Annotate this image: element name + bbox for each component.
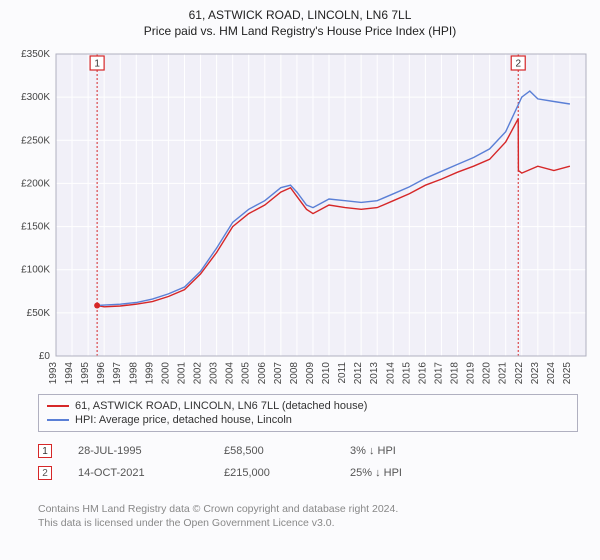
svg-text:2008: 2008 [289, 362, 300, 385]
svg-text:2018: 2018 [450, 362, 461, 385]
svg-text:2: 2 [515, 59, 521, 70]
footer-line: This data is licensed under the Open Gov… [38, 516, 578, 530]
transaction-row: 2 14-OCT-2021 £215,000 25% ↓ HPI [38, 462, 578, 484]
legend-label: HPI: Average price, detached house, Linc… [75, 414, 292, 426]
svg-text:2002: 2002 [193, 362, 204, 385]
svg-text:£0: £0 [39, 351, 51, 362]
footer-attribution: Contains HM Land Registry data © Crown c… [38, 502, 578, 530]
svg-text:2001: 2001 [176, 362, 187, 385]
svg-text:1994: 1994 [64, 362, 75, 385]
chart-area: £0 £50K £100K £150K £200K £250K £300K £350K 1993… [8, 50, 592, 390]
svg-text:1998: 1998 [128, 362, 139, 385]
svg-text:2010: 2010 [321, 362, 332, 385]
svg-text:2019: 2019 [466, 362, 477, 385]
transaction-price: £58,500 [224, 445, 324, 457]
svg-text:£50K: £50K [27, 308, 51, 319]
chart-svg: £0 £50K £100K £150K £200K £250K £300K £350K 1993… [8, 50, 592, 390]
svg-text:2005: 2005 [241, 362, 252, 385]
svg-text:£200K: £200K [21, 178, 50, 189]
svg-text:2012: 2012 [353, 362, 364, 385]
svg-text:2025: 2025 [562, 362, 573, 385]
svg-text:1999: 1999 [144, 362, 155, 385]
svg-text:2003: 2003 [209, 362, 220, 385]
transaction-date: 28-JUL-1995 [78, 445, 198, 457]
svg-text:2011: 2011 [337, 362, 348, 384]
svg-text:1997: 1997 [112, 362, 123, 385]
svg-text:2016: 2016 [417, 362, 428, 385]
transaction-row: 1 28-JUL-1995 £58,500 3% ↓ HPI [38, 440, 578, 462]
svg-text:£250K: £250K [21, 135, 50, 146]
legend-item: HPI: Average price, detached house, Linc… [47, 413, 569, 427]
footer-line: Contains HM Land Registry data © Crown c… [38, 502, 578, 516]
svg-text:2013: 2013 [369, 362, 380, 385]
transaction-date: 14-OCT-2021 [78, 467, 198, 479]
svg-text:£100K: £100K [21, 265, 50, 276]
transaction-delta: 25% ↓ HPI [350, 467, 402, 479]
legend-swatch [47, 419, 69, 421]
marker-badge: 1 [38, 444, 52, 458]
transaction-delta: 3% ↓ HPI [350, 445, 396, 457]
svg-text:2009: 2009 [305, 362, 316, 385]
legend-label: 61, ASTWICK ROAD, LINCOLN, LN6 7LL (deta… [75, 400, 367, 412]
svg-text:£300K: £300K [21, 92, 50, 103]
svg-text:2022: 2022 [514, 362, 525, 385]
svg-text:2000: 2000 [160, 362, 171, 385]
marker-badge: 2 [38, 466, 52, 480]
legend-swatch [47, 405, 69, 407]
svg-text:1995: 1995 [80, 362, 91, 385]
svg-text:2024: 2024 [546, 362, 557, 385]
chart-title: 61, ASTWICK ROAD, LINCOLN, LN6 7LL [0, 0, 600, 22]
svg-text:2023: 2023 [530, 362, 541, 385]
transaction-price: £215,000 [224, 467, 324, 479]
svg-text:£150K: £150K [21, 222, 50, 233]
legend: 61, ASTWICK ROAD, LINCOLN, LN6 7LL (deta… [38, 394, 578, 432]
svg-text:1993: 1993 [48, 362, 59, 385]
svg-text:2020: 2020 [482, 362, 493, 385]
transaction-rows: 1 28-JUL-1995 £58,500 3% ↓ HPI 2 14-OCT-… [38, 440, 578, 484]
legend-item: 61, ASTWICK ROAD, LINCOLN, LN6 7LL (deta… [47, 399, 569, 413]
svg-text:2015: 2015 [401, 362, 412, 385]
chart-subtitle: Price paid vs. HM Land Registry's House … [0, 22, 600, 38]
svg-text:2021: 2021 [498, 362, 509, 385]
svg-text:2007: 2007 [273, 362, 284, 385]
svg-text:2006: 2006 [257, 362, 268, 385]
svg-text:2017: 2017 [433, 362, 444, 385]
svg-text:2004: 2004 [225, 362, 236, 385]
svg-text:1: 1 [94, 59, 100, 70]
svg-text:1996: 1996 [96, 362, 107, 385]
svg-text:2014: 2014 [385, 362, 396, 385]
svg-text:£350K: £350K [21, 50, 50, 60]
